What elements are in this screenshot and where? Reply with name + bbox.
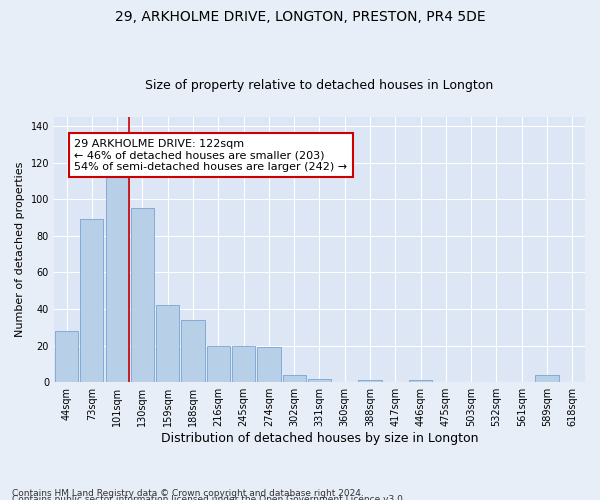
Bar — [257, 348, 281, 382]
Bar — [80, 220, 103, 382]
Bar — [232, 346, 255, 382]
Bar — [131, 208, 154, 382]
Y-axis label: Number of detached properties: Number of detached properties — [15, 162, 25, 337]
Text: Contains HM Land Registry data © Crown copyright and database right 2024.: Contains HM Land Registry data © Crown c… — [12, 488, 364, 498]
Bar — [55, 331, 78, 382]
Bar — [535, 375, 559, 382]
Title: Size of property relative to detached houses in Longton: Size of property relative to detached ho… — [145, 79, 494, 92]
Bar — [409, 380, 432, 382]
Bar — [106, 177, 129, 382]
Bar — [181, 320, 205, 382]
Bar — [308, 378, 331, 382]
Text: Contains public sector information licensed under the Open Government Licence v3: Contains public sector information licen… — [12, 495, 406, 500]
Text: 29 ARKHOLME DRIVE: 122sqm
← 46% of detached houses are smaller (203)
54% of semi: 29 ARKHOLME DRIVE: 122sqm ← 46% of detac… — [74, 138, 347, 172]
Bar — [206, 346, 230, 382]
Bar — [283, 375, 306, 382]
Bar — [358, 380, 382, 382]
Bar — [156, 306, 179, 382]
X-axis label: Distribution of detached houses by size in Longton: Distribution of detached houses by size … — [161, 432, 478, 445]
Text: 29, ARKHOLME DRIVE, LONGTON, PRESTON, PR4 5DE: 29, ARKHOLME DRIVE, LONGTON, PRESTON, PR… — [115, 10, 485, 24]
